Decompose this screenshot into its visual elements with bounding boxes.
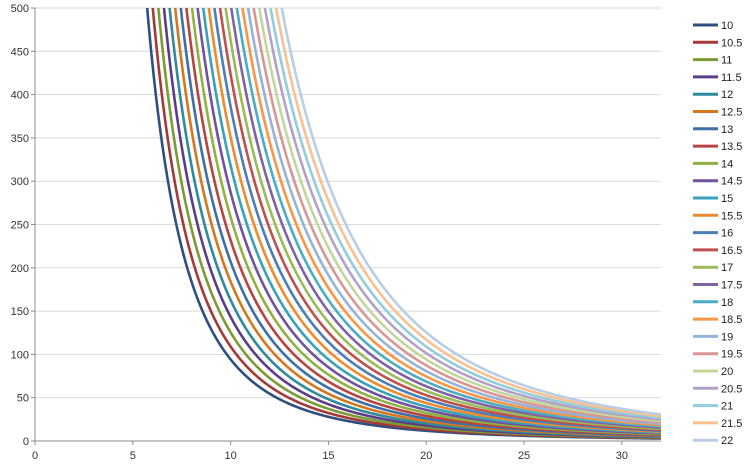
legend-label: 19 <box>721 331 733 343</box>
series-line-16-5 <box>218 8 661 432</box>
y-axis-tick-labels: 0 50 100 150 200 250 300 350 400 450 500 <box>11 3 29 448</box>
legend-item: 11 <box>693 55 732 67</box>
x-tick-label: 15 <box>322 450 334 462</box>
legend-label: 19.5 <box>721 349 742 361</box>
x-tick-label: 5 <box>130 450 136 462</box>
series-line-17 <box>224 8 661 431</box>
legend-item: 16 <box>693 228 733 240</box>
legend-item: 13 <box>693 124 733 136</box>
legend-label: 11.5 <box>721 72 742 84</box>
legend-label: 13.5 <box>721 141 742 153</box>
legend-item: 20.5 <box>693 383 742 395</box>
series-line-22 <box>280 8 661 416</box>
legend-item: 17 <box>693 262 733 274</box>
legend-item: 12.5 <box>693 107 742 119</box>
legend-label: 17 <box>721 262 733 274</box>
legend-label: 12.5 <box>721 107 742 119</box>
series-lines <box>145 8 661 440</box>
legend-item: 17.5 <box>693 280 742 292</box>
legend-label: 20 <box>721 366 733 378</box>
legend-item: 19.5 <box>693 349 742 361</box>
legend-label: 22 <box>721 435 733 447</box>
legend-item: 10 <box>693 20 733 32</box>
y-tick-label: 300 <box>11 176 29 188</box>
legend-label: 18 <box>721 297 733 309</box>
x-tick-label: 10 <box>225 450 237 462</box>
legend-item: 11.5 <box>693 72 742 84</box>
series-line-20 <box>257 8 661 423</box>
y-tick-label: 400 <box>11 90 29 102</box>
legend-label: 13 <box>721 124 733 136</box>
series-line-21 <box>269 8 661 420</box>
legend-label: 15 <box>721 193 733 205</box>
y-tick-label: 350 <box>11 133 29 145</box>
legend-item: 16.5 <box>693 245 742 257</box>
legend-label: 21 <box>721 401 733 413</box>
legend-label: 18.5 <box>721 314 742 326</box>
legend-label: 16.5 <box>721 245 742 257</box>
legend-label: 10 <box>721 20 733 32</box>
x-tick-label: 25 <box>518 450 530 462</box>
legend-item: 12 <box>693 89 733 101</box>
legend-label: 17.5 <box>721 280 742 292</box>
legend-item: 21.5 <box>693 418 742 430</box>
series-line-15-5 <box>207 8 661 434</box>
x-tick-label: 0 <box>32 450 38 462</box>
legend-item: 22 <box>693 435 733 447</box>
legend-item: 21 <box>693 401 733 413</box>
series-line-21-5 <box>274 8 661 418</box>
legend-item: 18.5 <box>693 314 742 326</box>
series-line-19 <box>246 8 661 426</box>
y-tick-label: 150 <box>11 306 29 318</box>
series-line-18-5 <box>241 8 661 427</box>
legend-label: 14.5 <box>721 176 742 188</box>
gridlines <box>35 7 661 399</box>
y-tick-label: 250 <box>11 220 29 232</box>
legend: 10 10.5 11 11.5 12 12.5 13 13.5 14 14.5 15 15.5 16 16… <box>693 20 742 447</box>
legend-item: 18 <box>693 297 733 309</box>
legend-label: 21.5 <box>721 418 742 430</box>
y-tick-label: 0 <box>23 436 29 448</box>
series-line-18 <box>235 8 661 428</box>
legend-label: 20.5 <box>721 383 742 395</box>
x-tick-label: 30 <box>616 450 628 462</box>
legend-label: 10.5 <box>721 37 742 49</box>
series-line-20-5 <box>263 8 661 421</box>
y-tick-label: 200 <box>11 263 29 275</box>
legend-item: 15 <box>693 193 733 205</box>
legend-label: 11 <box>721 55 732 67</box>
series-line-19-5 <box>252 8 661 424</box>
y-tick-label: 500 <box>11 3 29 15</box>
y-tick-label: 50 <box>17 393 29 405</box>
legend-item: 15.5 <box>693 210 742 222</box>
y-tick-label: 100 <box>11 349 29 361</box>
legend-item: 14.5 <box>693 176 742 188</box>
legend-label: 12 <box>721 89 733 101</box>
legend-label: 16 <box>721 228 733 240</box>
legend-item: 14 <box>693 158 733 170</box>
series-line-16 <box>213 8 661 433</box>
legend-item: 13.5 <box>693 141 742 153</box>
legend-item: 20 <box>693 366 733 378</box>
x-tick-label: 20 <box>420 450 432 462</box>
legend-label: 15.5 <box>721 210 742 222</box>
x-axis-tick-labels: 0 5 10 15 20 25 30 <box>32 450 628 462</box>
axes <box>31 7 661 445</box>
legend-label: 14 <box>721 158 733 170</box>
legend-item: 19 <box>693 331 733 343</box>
legend-item: 10.5 <box>693 37 742 49</box>
y-tick-label: 450 <box>11 46 29 58</box>
series-line-17-5 <box>229 8 661 429</box>
